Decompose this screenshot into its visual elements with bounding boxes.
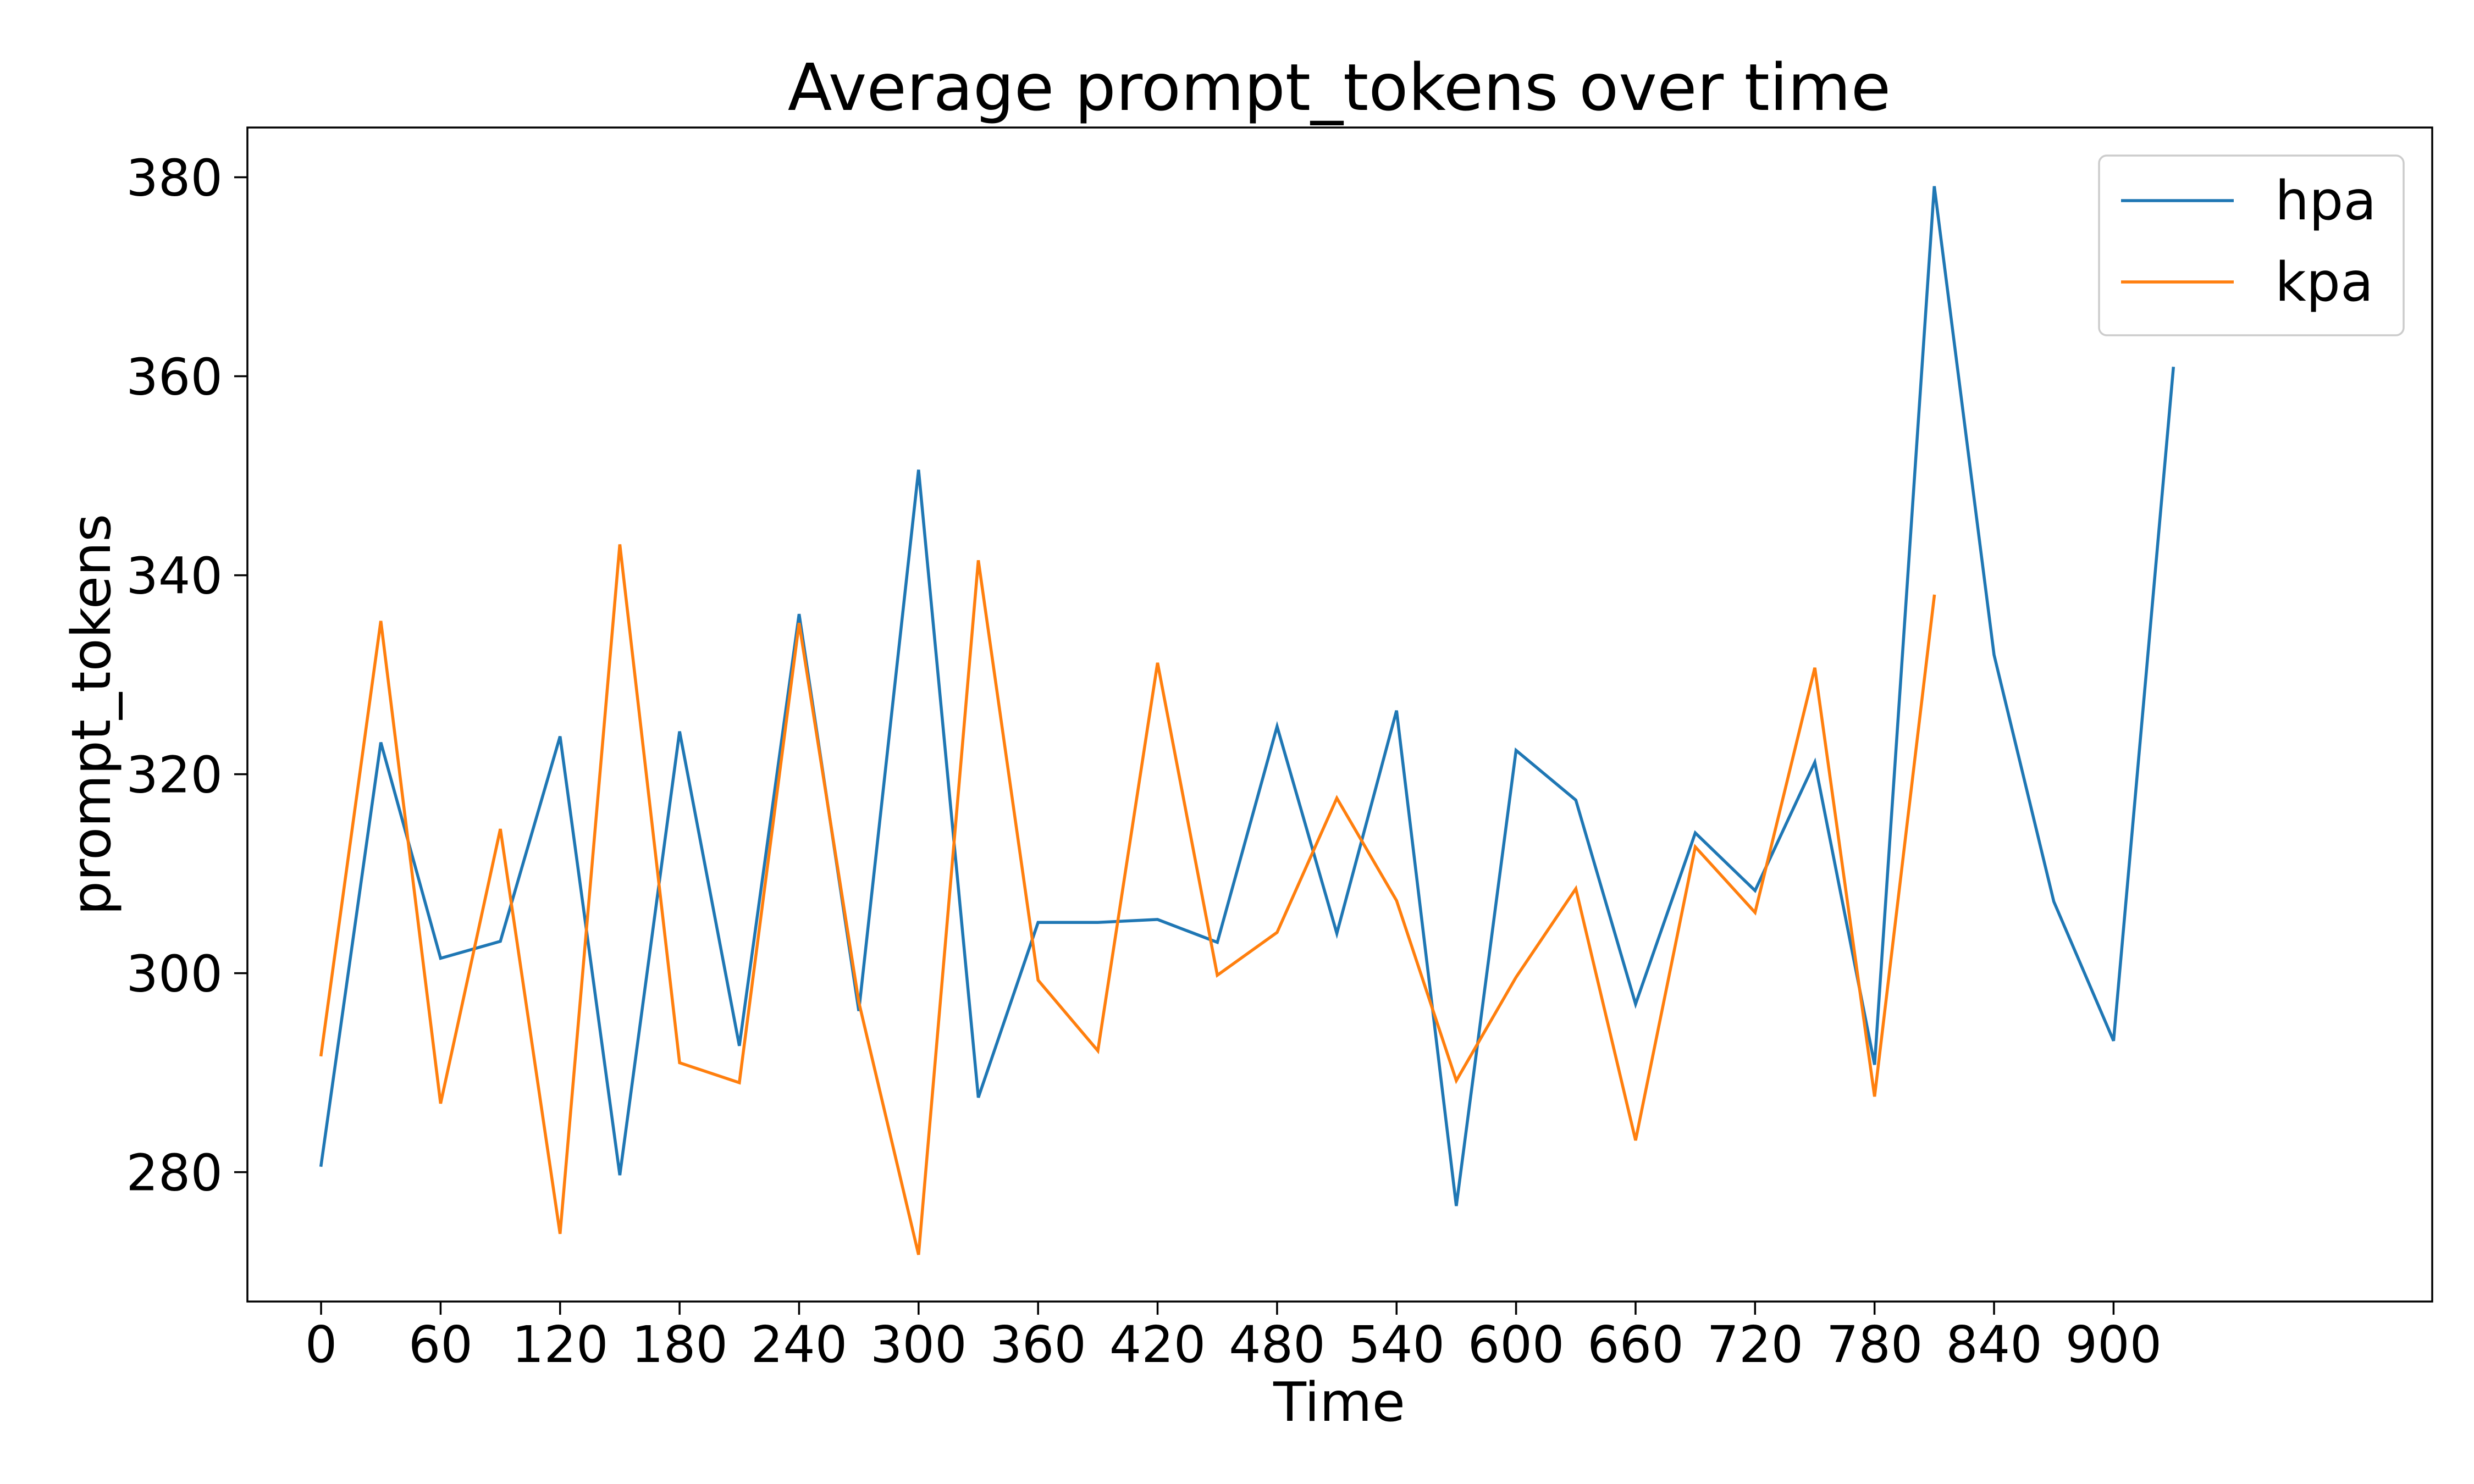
x-tick-label: 480 bbox=[1229, 1315, 1326, 1374]
x-tick-label: 600 bbox=[1468, 1315, 1565, 1374]
y-axis: 280 300 320 340 360 380 bbox=[126, 149, 247, 1203]
x-tick-label: 180 bbox=[631, 1315, 728, 1374]
x-tick-label: 240 bbox=[751, 1315, 848, 1374]
series-line-kpa bbox=[319, 544, 1936, 1255]
plot-frame bbox=[246, 126, 2433, 1303]
y-tick-label: 340 bbox=[126, 547, 223, 606]
legend-label-hpa: hpa bbox=[2275, 170, 2376, 232]
x-tick-label: 840 bbox=[1946, 1315, 2042, 1374]
x-tick-label: 420 bbox=[1109, 1315, 1206, 1374]
x-axis: 0 60 120 180 240 300 360 420 480 540 600 660 720 780 8… bbox=[305, 1302, 2162, 1374]
x-axis-label: Time bbox=[1273, 1371, 1405, 1434]
y-tick-label: 320 bbox=[126, 746, 223, 805]
x-tick-label: 780 bbox=[1826, 1315, 1923, 1374]
y-axis-label: prompt_tokens bbox=[60, 514, 123, 916]
x-tick-label: 720 bbox=[1707, 1315, 1804, 1374]
y-tick-label: 300 bbox=[126, 945, 223, 1004]
x-tick-label: 300 bbox=[870, 1315, 967, 1374]
x-tick-label: 540 bbox=[1348, 1315, 1445, 1374]
x-tick-label: 660 bbox=[1587, 1315, 1684, 1374]
chart-title: Average prompt_tokens over time bbox=[788, 49, 1891, 125]
x-tick-label: 900 bbox=[2066, 1315, 2162, 1374]
legend-label-kpa: kpa bbox=[2275, 251, 2373, 314]
x-tick-label: 0 bbox=[305, 1315, 338, 1374]
x-tick-label: 360 bbox=[990, 1315, 1086, 1374]
plot-lines bbox=[319, 186, 2175, 1255]
x-tick-label: 120 bbox=[512, 1315, 609, 1374]
legend: hpa kpa bbox=[2098, 154, 2405, 336]
y-tick-label: 280 bbox=[126, 1144, 223, 1203]
x-tick-label: 60 bbox=[408, 1315, 473, 1374]
y-tick-label: 380 bbox=[126, 149, 223, 208]
y-tick-label: 360 bbox=[126, 348, 223, 407]
series-line-hpa bbox=[319, 186, 2175, 1206]
